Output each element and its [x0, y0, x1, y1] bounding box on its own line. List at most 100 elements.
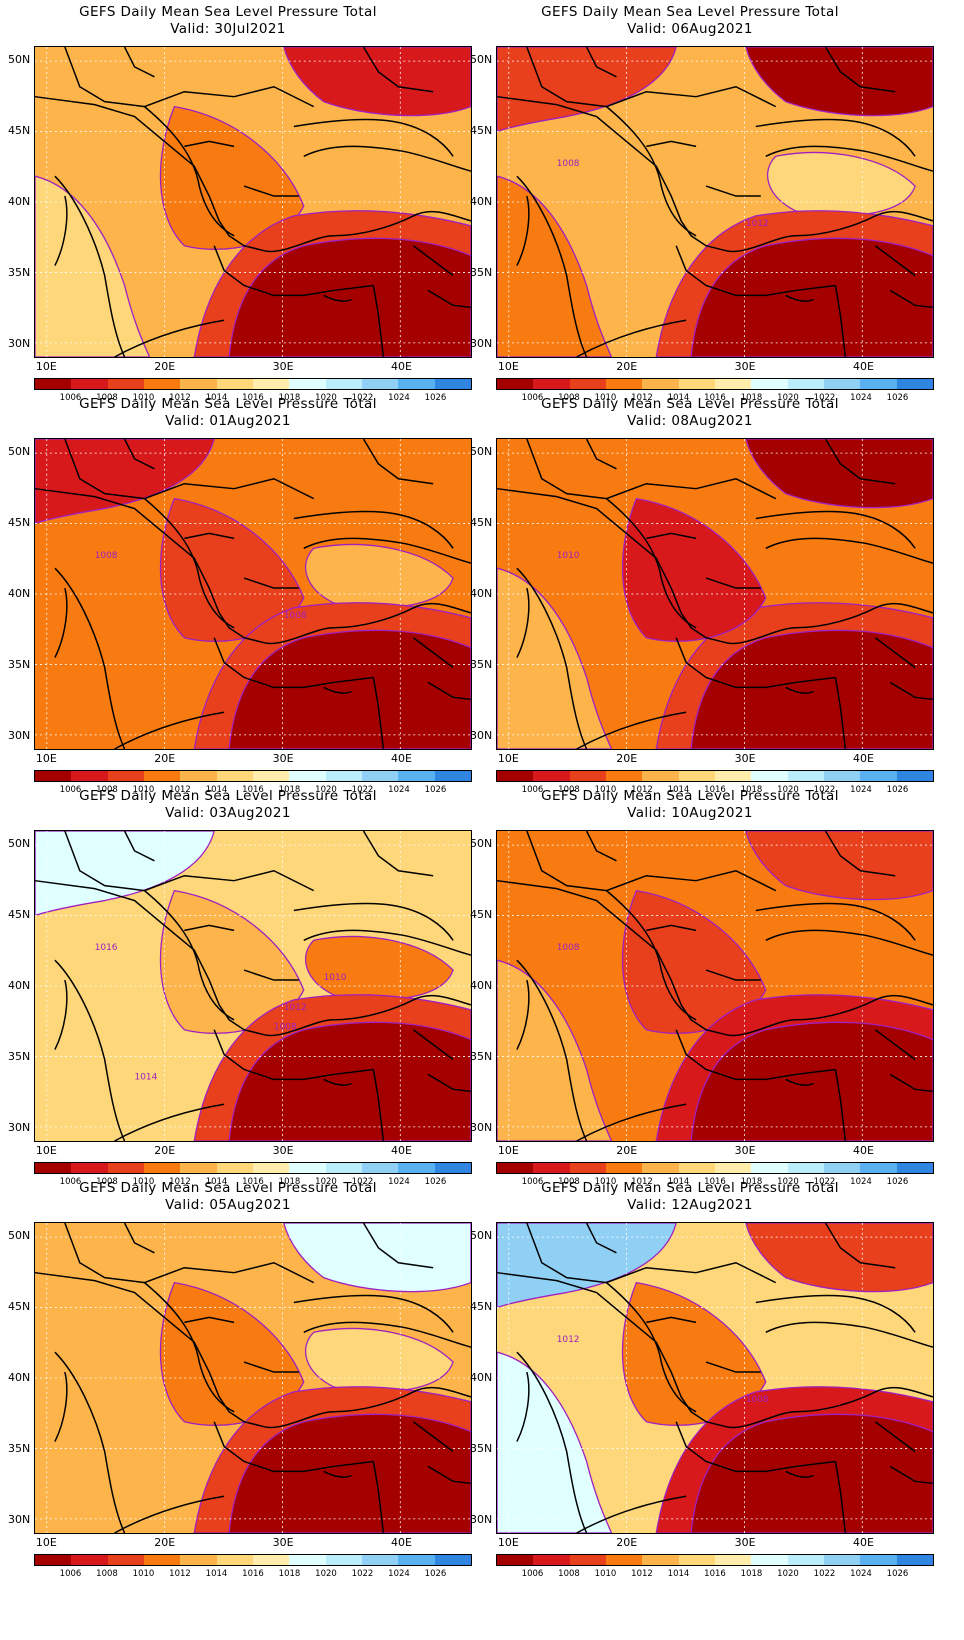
isobar-contour [35, 831, 215, 917]
coastline-border [64, 439, 315, 500]
pressure-fill-region [229, 1414, 471, 1533]
coastline-border [184, 924, 235, 932]
colorbar-label: 1020 [315, 785, 337, 795]
pressure-fill-region [305, 544, 454, 608]
colorbar-swatch [678, 771, 715, 781]
coastline-border [755, 902, 916, 941]
coastline-border [427, 289, 471, 309]
coastline-border [144, 1282, 235, 1413]
colorbar-label: 1006 [521, 1569, 544, 1579]
latitude-label: 45N [470, 516, 493, 530]
latitude-label: 30N [8, 1120, 31, 1134]
longitude-label: 40E [390, 1536, 412, 1549]
colorbar-label: 1018 [740, 785, 763, 795]
colorbar-label: 1010 [132, 393, 155, 403]
pressure-colorbar [34, 378, 472, 390]
pressure-fill-region [497, 176, 612, 357]
colorbar-swatch [605, 379, 643, 389]
map-panel: GEFS Daily Mean Sea Level Pressure Total… [0, 1176, 472, 1580]
latitude-label: 35N [470, 1049, 493, 1063]
colorbar-swatch [860, 1555, 897, 1565]
colorbar-label: 1008 [96, 393, 118, 403]
isobar-contour [745, 1223, 933, 1293]
isobar-contour [655, 210, 933, 357]
coastline-border [606, 1282, 697, 1413]
pressure-colorbar [496, 378, 934, 390]
colorbar-swatch [751, 379, 788, 389]
latitude-label: 45N [470, 124, 493, 138]
colorbar-swatch [71, 1555, 108, 1565]
coastline-border [516, 1371, 530, 1442]
isobar-contour [621, 497, 767, 642]
coastline-border [526, 47, 777, 108]
colorbar-label: 1008 [558, 785, 580, 795]
contour-label: 1012 [746, 219, 769, 229]
coastline-border [54, 979, 68, 1050]
longitude-label: 20E [154, 1144, 176, 1157]
coastline-border [114, 1103, 225, 1141]
pressure-fill-region [767, 152, 916, 216]
latitude-label: 35N [8, 657, 31, 671]
coastline-border [874, 637, 916, 669]
coastline-border [372, 1461, 385, 1533]
colorbar-label: 1022 [351, 1177, 374, 1187]
coastline-border [35, 95, 265, 252]
pressure-colorbar [34, 770, 472, 782]
latitude-label: 50N [470, 445, 493, 459]
coastline-border [412, 1029, 454, 1061]
colorbar-label: 1010 [594, 393, 617, 403]
colorbar-swatch [143, 1163, 181, 1173]
coastline-border [874, 1029, 916, 1061]
pressure-map: 1008 1008 [34, 438, 472, 750]
coastline-border [213, 637, 374, 689]
coastline-border [755, 118, 916, 157]
coastline-border [35, 1271, 265, 1428]
coastline-border [64, 1223, 315, 1284]
colorbar-label: 1010 [132, 1177, 155, 1187]
colorbar-label: 1012 [631, 1177, 653, 1187]
coastline-border [785, 1470, 814, 1478]
map-title: GEFS Daily Mean Sea Level Pressure Total [79, 1180, 377, 1196]
latitude-label: 35N [8, 1049, 31, 1063]
colorbar-label: 1008 [558, 1177, 580, 1187]
contour-label: 1008 [746, 1395, 769, 1405]
latitude-label: 50N [470, 837, 493, 851]
isobar-contour [193, 1386, 471, 1533]
pressure-fill-region [691, 630, 933, 749]
coastline-border [675, 1029, 836, 1081]
colorbar-swatch [678, 1163, 715, 1173]
map-valid-date: Valid: 03Aug2021 [165, 805, 291, 821]
coastline-border [144, 106, 235, 237]
isobar-contour [283, 47, 471, 117]
pressure-fill-region [691, 1414, 933, 1533]
colorbar-label: 1012 [631, 393, 653, 403]
longitude-label: 40E [852, 752, 874, 765]
coastline-border [646, 532, 697, 540]
colorbar-swatch [143, 1555, 181, 1565]
coastline-border [675, 637, 836, 689]
colorbar-swatch [361, 379, 399, 389]
pressure-fill-region [160, 1282, 304, 1426]
colorbar-label: 1024 [850, 785, 872, 795]
colorbar-swatch [35, 379, 72, 389]
colorbar-swatch [252, 1555, 290, 1565]
coastline-border [497, 879, 727, 1036]
longitude-label: 30E [272, 752, 294, 765]
colorbar-swatch [714, 771, 752, 781]
colorbar-label: 1026 [424, 393, 447, 403]
coastline-border [293, 902, 454, 941]
longitude-label: 20E [616, 360, 638, 373]
colorbar-swatch [605, 771, 643, 781]
latitude-label: 45N [470, 1300, 493, 1314]
colorbar-swatch [642, 1555, 679, 1565]
colorbar-label: 1006 [59, 1177, 82, 1187]
colorbar-swatch [71, 771, 108, 781]
colorbar-label: 1020 [315, 1177, 337, 1187]
colorbar-label: 1010 [594, 1569, 617, 1579]
pressure-colorbar [34, 1554, 472, 1566]
longitude-label: 30E [272, 1144, 294, 1157]
colorbar-swatch [361, 1163, 399, 1173]
colorbar-swatch [678, 379, 715, 389]
coastline-border [184, 1316, 235, 1324]
coastline-border [646, 140, 697, 148]
